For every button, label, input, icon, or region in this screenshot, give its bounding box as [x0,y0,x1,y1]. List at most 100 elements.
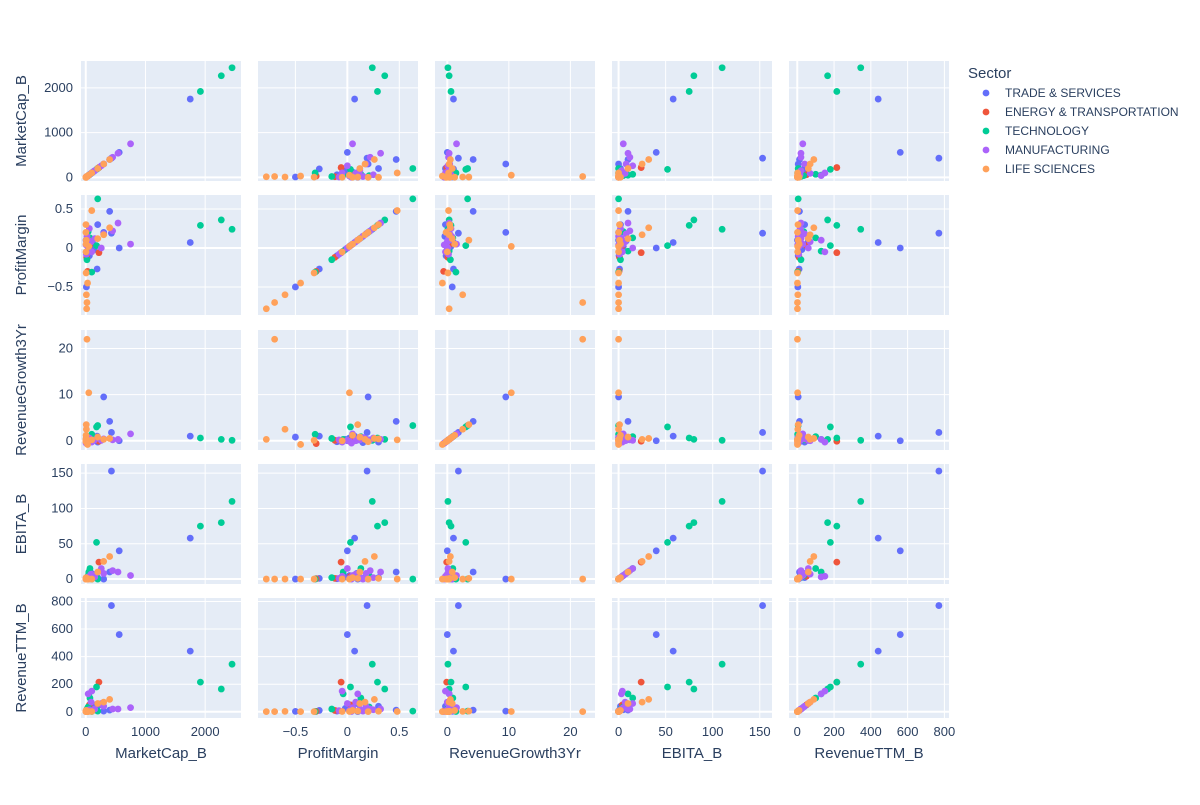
point-manufacturing-11 [359,173,367,180]
point-technology-1 [824,216,832,224]
point-life-sciences-2 [356,568,364,576]
point-trade-services-3 [469,156,477,163]
point-life-sciences-12 [338,173,346,181]
x-tick-label: 10 [502,724,516,739]
legend-item-energy-transportation[interactable]: ENERGY & TRANSPORTATION [982,105,1179,119]
point-life-sciences-14 [442,708,450,716]
point-life-sciences-0 [106,156,114,163]
legend-marker [982,146,990,154]
point-life-sciences-7 [262,575,270,583]
point-trade-services-1 [115,547,123,555]
point-trade-services-4 [100,707,108,715]
point-life-sciences-14 [82,438,90,446]
panel-background [435,61,595,181]
y-tick-label: 0 [66,704,73,719]
point-manufacturing-1 [377,149,384,157]
point-trade-services-2 [108,429,115,436]
point-life-sciences-13 [375,435,382,443]
point-technology-0 [228,225,236,233]
point-life-sciences-0 [370,156,378,163]
point-technology-2 [685,678,693,686]
point-manufacturing-8 [369,706,377,714]
point-technology-2 [685,434,693,442]
panel-revenuegrowth3yr-vs-revenuegrowth3yr [435,330,595,450]
point-life-sciences-0 [106,695,114,703]
point-manufacturing-2 [109,705,117,713]
point-life-sciences-11 [451,173,459,181]
y-axis-title: ProfitMargin [13,215,30,296]
point-life-sciences-2 [624,568,632,576]
point-life-sciences-2 [624,700,632,707]
panel-revenuettm-b-vs-ebita-b [612,598,772,718]
point-technology-3 [409,422,417,429]
legend-item-manufacturing[interactable]: MANUFACTURING [982,143,1110,157]
point-trade-services-4 [502,160,510,168]
x-tick-label: 200 [823,724,845,739]
point-trade-services-4 [100,575,108,583]
point-trade-services-3 [392,156,400,163]
point-trade-services-0 [450,95,457,103]
point-life-sciences-14 [442,229,450,236]
point-technology-9 [617,256,624,264]
point-technology-3 [94,195,102,203]
panel-ebita-b-vs-ebita-b [612,464,772,584]
point-life-sciences-10 [310,436,318,444]
point-trade-services-1 [443,547,451,555]
panel-marketcap-b-vs-ebita-b [612,61,772,181]
point-technology-6 [629,694,637,702]
point-technology-0 [718,436,726,444]
point-energy-transportation-0 [833,164,841,171]
point-life-sciences-9 [465,173,473,181]
point-technology-2 [197,522,204,530]
point-life-sciences-8 [281,707,289,715]
point-technology-1 [381,685,389,693]
panels: 010002000MarketCap_B−0.500.5ProfitMargin… [13,61,955,762]
point-technology-4 [462,683,470,691]
point-life-sciences-2 [804,433,812,441]
point-life-sciences-7 [262,435,270,443]
point-life-sciences-2 [624,433,632,441]
point-life-sciences-13 [616,221,623,229]
legend-item-technology[interactable]: TECHNOLOGY [982,124,1089,138]
point-manufacturing-0 [127,240,134,248]
legend-label: ENERGY & TRANSPORTATION [1005,105,1179,119]
point-manufacturing-0 [349,140,356,148]
point-life-sciences-12 [338,708,346,715]
point-life-sciences-3 [393,169,401,177]
point-life-sciences-2 [94,433,102,441]
point-life-sciences-11 [349,707,356,714]
legend-item-trade-services[interactable]: TRADE & SERVICES [982,86,1121,100]
point-manufacturing-0 [619,140,627,148]
point-life-sciences-10 [794,269,801,277]
panel-background [435,464,595,584]
point-trade-services-2 [108,602,115,609]
panel-background [258,61,418,181]
x-tick-label: 2000 [191,724,220,739]
point-life-sciences-5 [794,279,801,287]
point-life-sciences-2 [448,165,456,172]
legend-item-life-sciences[interactable]: LIFE SCIENCES [982,162,1095,176]
point-manufacturing-1 [114,568,122,576]
point-trade-services-1 [652,244,660,252]
point-trade-services-2 [935,602,943,609]
panel-background [789,464,949,584]
point-manufacturing-9 [817,573,825,581]
point-technology-9 [328,705,336,713]
y-tick-label: −0.5 [47,279,73,294]
point-trade-services-2 [454,154,462,162]
point-technology-0 [857,64,865,72]
point-technology-4 [826,242,834,250]
point-manufacturing-4 [343,700,351,707]
point-life-sciences-6 [579,173,587,180]
point-manufacturing-11 [359,575,367,583]
x-tick-label: 0 [615,724,622,739]
point-trade-services-2 [454,229,462,237]
point-trade-services-2 [363,429,371,436]
x-tick-label: 0 [82,724,89,739]
point-life-sciences-2 [624,235,632,243]
point-trade-services-14 [292,707,299,715]
point-life-sciences-3 [794,207,802,214]
panel-ebita-b-vs-profitmargin [258,464,418,584]
point-manufacturing-7 [87,698,95,706]
point-technology-0 [718,225,726,233]
